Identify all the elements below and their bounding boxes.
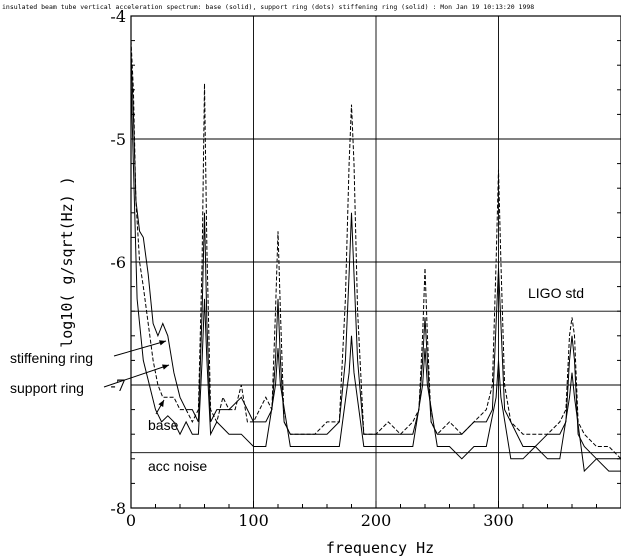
annotation-base: base: [148, 417, 179, 433]
y-tick-label-0: -4: [110, 7, 126, 26]
arrow-stiffening-ring-head: [159, 340, 166, 346]
y-tick-label-3: -7: [110, 376, 126, 395]
arrow-base-head: [158, 400, 164, 407]
x-tick-label-1: 100: [238, 511, 269, 530]
annotation-acc-noise: acc noise: [148, 458, 207, 474]
reference-lines: [131, 310, 621, 454]
annotation-ligo-std: LIGO std: [528, 285, 584, 301]
annotation-support-ring: support ring: [10, 380, 84, 396]
series-support-ring: [130, 40, 621, 460]
grid-lines: [131, 16, 621, 508]
annotations: stiffening ring support ring base LIGO std a…: [10, 285, 584, 474]
arrow-support-ring-line: [103, 364, 170, 388]
y-axis-label: log10( g/sqrt(Hz) ): [58, 176, 76, 348]
data-series: [130, 40, 621, 473]
axis-ticks: 0 100 200 300 -4 -5 -6 -7 -8: [110, 7, 621, 530]
series-stiffening-ring: [130, 52, 621, 460]
chart-title: insulated beam tube vertical acceleratio…: [2, 3, 534, 11]
y-tick-label-1: -5: [110, 130, 126, 149]
series-base: [130, 77, 621, 473]
x-axis-label: frequency Hz: [326, 539, 434, 557]
arrow-support-ring-head: [162, 364, 169, 370]
annotation-stiffening-ring: stiffening ring: [10, 350, 93, 366]
x-tick-label-0: 0: [126, 511, 136, 530]
y-tick-label-4: -8: [110, 499, 126, 518]
x-tick-label-3: 300: [483, 511, 514, 530]
x-tick-label-2: 200: [361, 511, 392, 530]
y-tick-label-2: -6: [110, 253, 126, 272]
arrow-stiffening-ring-line: [113, 340, 167, 357]
